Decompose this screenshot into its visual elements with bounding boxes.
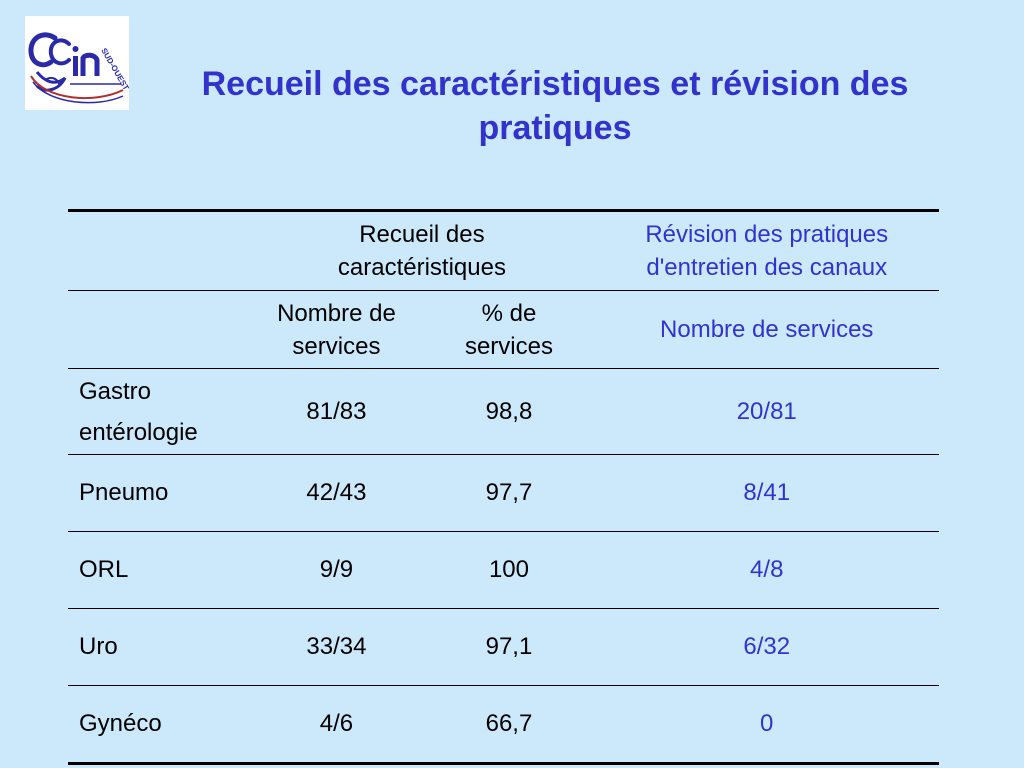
group-header-revision-text: Révision des pratiques d'entretien des c… <box>645 221 889 281</box>
table-row: Gastro entérologie 81/83 98,8 20/81 <box>68 368 939 455</box>
sub-header-nombre-text: Nombre de services <box>277 299 396 360</box>
group-header-row: Recueil des caractéristiques Révision de… <box>68 210 939 291</box>
revision-cell: 4/8 <box>594 531 939 609</box>
service-name-text: Gastro entérologie <box>79 377 198 446</box>
page-title: Recueil des caractéristiques et révision… <box>201 65 909 147</box>
table-row: ORL 9/9 100 4/8 <box>68 531 939 609</box>
table-row: Pneumo 42/43 97,7 8/41 <box>68 454 939 532</box>
service-name: Pneumo <box>68 454 250 532</box>
sub-header-row: Nombre de services % de services Nombre … <box>68 290 939 369</box>
revision-cell: 0 <box>594 685 939 765</box>
sub-header-pct: % de services <box>423 290 595 369</box>
table-row: Uro 33/34 97,1 6/32 <box>68 608 939 686</box>
results-table: Recueil des caractéristiques Révision de… <box>68 209 939 765</box>
empty-corner-cell <box>68 210 250 291</box>
nombre-cell: 42/43 <box>249 454 424 532</box>
pct-cell: 100 <box>423 531 595 609</box>
nombre-cell: 33/34 <box>249 608 424 686</box>
group-header-recueil: Recueil des caractéristiques <box>249 210 595 291</box>
service-name: Gastro entérologie <box>68 368 250 455</box>
pct-cell: 97,1 <box>423 608 595 686</box>
nombre-cell: 9/9 <box>249 531 424 609</box>
pct-cell: 66,7 <box>423 685 595 765</box>
pct-cell: 97,7 <box>423 454 595 532</box>
service-name: ORL <box>68 531 250 609</box>
logo-region-text: SUD-OUEST <box>99 47 129 92</box>
group-header-revision: Révision des pratiques d'entretien des c… <box>594 210 939 291</box>
revision-cell: 6/32 <box>594 608 939 686</box>
cclin-logo: SUD-OUEST <box>25 16 129 110</box>
sub-header-revision-nombre: Nombre de services <box>594 290 939 369</box>
sub-header-pct-text: % de services <box>464 299 553 360</box>
sub-header-nombre: Nombre de services <box>249 290 424 369</box>
service-name: Gynéco <box>68 685 250 765</box>
table-row: Gynéco 4/6 66,7 0 <box>68 685 939 765</box>
group-header-recueil-text: Recueil des caractéristiques <box>337 221 506 281</box>
nombre-cell: 4/6 <box>249 685 424 765</box>
nombre-cell: 81/83 <box>249 368 424 455</box>
cclin-logo-graphic: SUD-OUEST <box>28 32 129 104</box>
revision-cell: 8/41 <box>594 454 939 532</box>
empty-sub-corner-cell <box>68 290 250 369</box>
service-name: Uro <box>68 608 250 686</box>
revision-cell: 20/81 <box>594 368 939 455</box>
pct-cell: 98,8 <box>423 368 595 455</box>
